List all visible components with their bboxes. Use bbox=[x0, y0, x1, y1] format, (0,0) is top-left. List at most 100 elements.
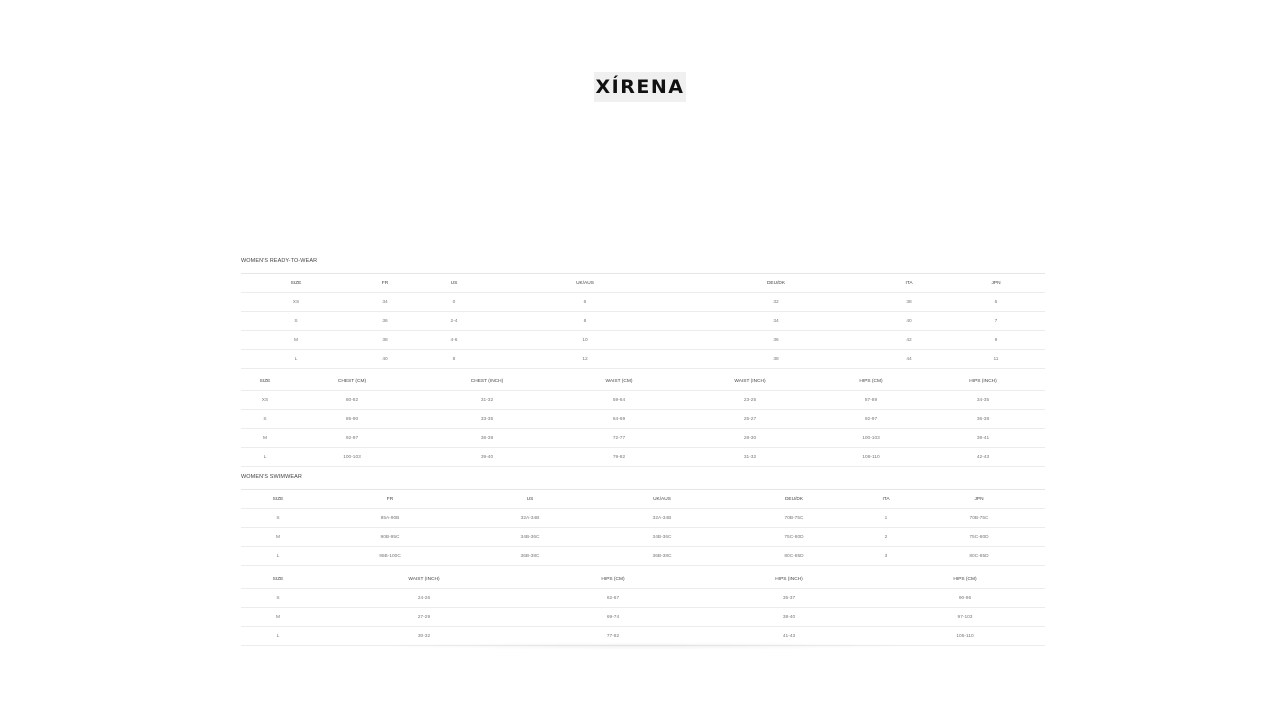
table-cell: 8 bbox=[489, 311, 681, 331]
table-row: S 85A-90B 32A-34B 32A-34B 70B-75C 1 70B-75C bbox=[241, 508, 1045, 528]
table-cell: 38-40 bbox=[693, 607, 885, 627]
table-cell: M bbox=[241, 607, 315, 627]
table-cell: XS bbox=[241, 292, 351, 312]
table-cell: 62-67 bbox=[533, 588, 693, 608]
table-cell: 105-110 bbox=[885, 626, 1045, 646]
table-cell: 32 bbox=[681, 292, 871, 312]
table-row: M 38 4-6 10 36 42 9 bbox=[241, 330, 1045, 350]
table-cell: 28-30 bbox=[679, 428, 821, 448]
table-cell: 80C-85D bbox=[913, 546, 1045, 566]
table-cell: 75C-80D bbox=[913, 527, 1045, 547]
table-cell: L bbox=[241, 626, 315, 646]
table-cell: 32A-34B bbox=[465, 508, 595, 528]
table-cell: M bbox=[241, 527, 315, 547]
table-header-row: SIZE WAIST (INCH) HIPS (CM) HIPS (INCH) HIPS… bbox=[241, 570, 1045, 589]
table-row: S 24-26 62-67 35-37 90-96 bbox=[241, 588, 1045, 608]
table-cell: M bbox=[241, 428, 289, 448]
column-header: SIZE bbox=[241, 372, 289, 391]
table-cell: 2-4 bbox=[419, 311, 489, 331]
table-cell: L bbox=[241, 349, 351, 369]
column-header: JPN bbox=[913, 489, 1045, 509]
table-row: L 95B-100C 36B-38C 36B-38C 80C-85D 3 80C-85D bbox=[241, 546, 1045, 566]
table-cell: S bbox=[241, 508, 315, 528]
table-cell: 34B-36C bbox=[595, 527, 729, 547]
column-header: DEU/DK bbox=[681, 273, 871, 293]
table-cell: 31-32 bbox=[679, 447, 821, 467]
table-cell: 34 bbox=[351, 292, 419, 312]
table-cell: 34B-36C bbox=[465, 527, 595, 547]
table-row: S 36 2-4 8 34 40 7 bbox=[241, 311, 1045, 331]
column-header: FR bbox=[315, 489, 465, 509]
table-cell: 39-40 bbox=[415, 447, 559, 467]
table-cell: 2 bbox=[859, 527, 913, 547]
table-cell: XS bbox=[241, 390, 289, 410]
table-cell: 59-64 bbox=[559, 390, 679, 410]
brand-logo[interactable]: XÍRENA bbox=[594, 72, 686, 102]
table-cell: S bbox=[241, 409, 289, 429]
table-cell: 87-89 bbox=[821, 390, 921, 410]
table-cell: 75C-80D bbox=[729, 527, 859, 547]
table-cell: 23-25 bbox=[679, 390, 821, 410]
table-cell: 70B-75C bbox=[729, 508, 859, 528]
table-cell: 36 bbox=[351, 311, 419, 331]
column-header: CHEST (INCH) bbox=[415, 372, 559, 391]
column-header: HIPS (CM) bbox=[821, 372, 921, 391]
column-header: HIPS (CM) bbox=[533, 570, 693, 589]
column-header: WAIST (INCH) bbox=[315, 570, 533, 589]
table-cell: 36B-38C bbox=[465, 546, 595, 566]
table-cell: 108-110 bbox=[821, 447, 921, 467]
table-header-row: SIZE FR US UK/AUS DEU/DK ITA JPN bbox=[241, 489, 1045, 509]
table-cell: 90B-95C bbox=[315, 527, 465, 547]
table-cell: 77-82 bbox=[533, 626, 693, 646]
table-cell: 85-90 bbox=[289, 409, 415, 429]
section-title-ready-to-wear: WOMEN'S READY-TO-WEAR bbox=[241, 258, 318, 264]
table-cell: 1 bbox=[859, 508, 913, 528]
column-header: SIZE bbox=[241, 273, 351, 293]
table-cell: 40 bbox=[871, 311, 947, 331]
table-cell: 34 bbox=[681, 311, 871, 331]
table-cell: 100-103 bbox=[289, 447, 415, 467]
column-header: FR bbox=[351, 273, 419, 293]
table-cell: 9 bbox=[947, 330, 1045, 350]
table-cell: 11 bbox=[947, 349, 1045, 369]
table-row: XS 34 0 6 32 38 5 bbox=[241, 292, 1045, 312]
column-header: ITA bbox=[859, 489, 913, 509]
table-cell: 35-37 bbox=[693, 588, 885, 608]
table-cell: 4-6 bbox=[419, 330, 489, 350]
table-row: M 27-29 69-74 38-40 97-103 bbox=[241, 607, 1045, 627]
table-cell: 36-38 bbox=[921, 409, 1045, 429]
column-header: SIZE bbox=[241, 489, 315, 509]
column-header: US bbox=[465, 489, 595, 509]
table-row: S 85-90 33-35 64-69 25-27 92-97 36-38 bbox=[241, 409, 1045, 429]
table-cell: 32A-34B bbox=[595, 508, 729, 528]
table-cell: 36-38 bbox=[415, 428, 559, 448]
table-cell: 80C-85D bbox=[729, 546, 859, 566]
table-cell: 6 bbox=[489, 292, 681, 312]
table-cell: 7 bbox=[947, 311, 1045, 331]
table-header-row: SIZE CHEST (CM) CHEST (INCH) WAIST (CM) WAIS… bbox=[241, 372, 1045, 391]
decorative-shadow bbox=[370, 642, 920, 650]
table-cell: 34-35 bbox=[921, 390, 1045, 410]
table-cell: 95B-100C bbox=[315, 546, 465, 566]
table-cell: S bbox=[241, 588, 315, 608]
table-cell: 36 bbox=[681, 330, 871, 350]
table-cell: 72-77 bbox=[559, 428, 679, 448]
table-cell: 42 bbox=[871, 330, 947, 350]
table-cell: 10 bbox=[489, 330, 681, 350]
column-header: HIPS (INCH) bbox=[921, 372, 1045, 391]
column-header: WAIST (CM) bbox=[559, 372, 679, 391]
table-cell: 38 bbox=[681, 349, 871, 369]
rtw-measurements-table: SIZE CHEST (CM) CHEST (INCH) WAIST (CM) WAIS… bbox=[241, 372, 1045, 467]
swim-measurements-table: SIZE WAIST (INCH) HIPS (CM) HIPS (INCH) HIPS… bbox=[241, 570, 1045, 646]
table-cell: 33-35 bbox=[415, 409, 559, 429]
table-cell: 5 bbox=[947, 292, 1045, 312]
table-cell: 41-43 bbox=[693, 626, 885, 646]
table-cell: S bbox=[241, 311, 351, 331]
column-header: HIPS (CM) bbox=[885, 570, 1045, 589]
table-row: L 30-32 77-82 41-43 105-110 bbox=[241, 626, 1045, 646]
table-cell: 80-82 bbox=[289, 390, 415, 410]
table-row: M 90B-95C 34B-36C 34B-36C 75C-80D 2 75C-80D bbox=[241, 527, 1045, 547]
swim-international-size-table: SIZE FR US UK/AUS DEU/DK ITA JPN S 85A-90B 32A-34… bbox=[241, 489, 1045, 566]
section-title-swimwear: WOMEN'S SWIMWEAR bbox=[241, 474, 303, 480]
table-cell: L bbox=[241, 447, 289, 467]
